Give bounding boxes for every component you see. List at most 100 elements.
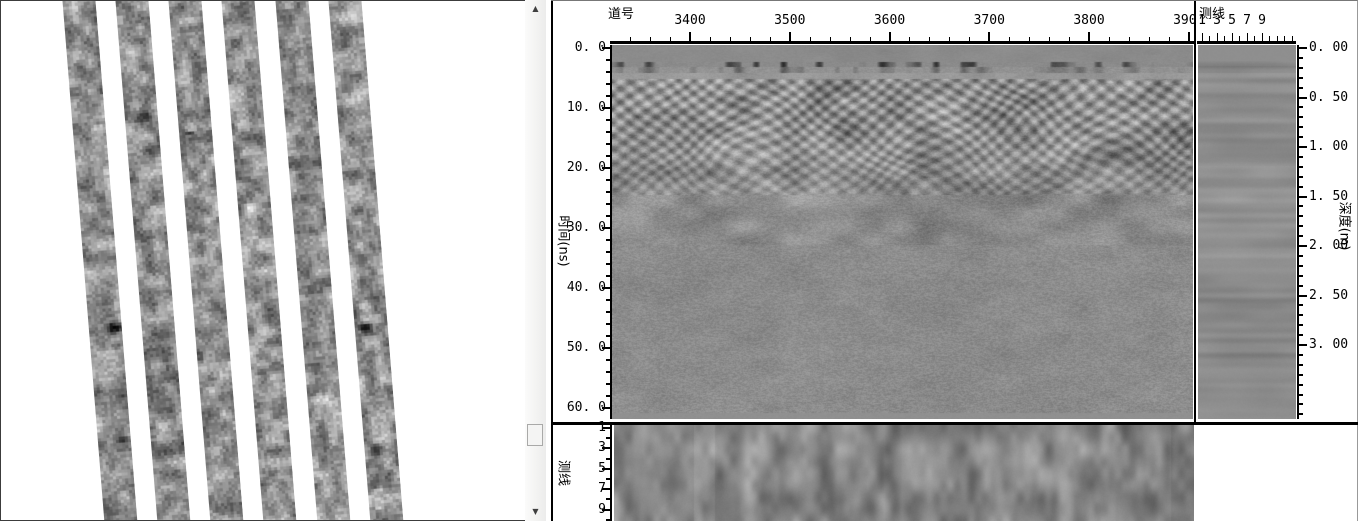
trace-minor-tick: [729, 37, 731, 41]
line-bottom-major-tick: [602, 508, 610, 511]
depth-tick-label: 3. 00: [1309, 337, 1349, 352]
trace-major-tick: [1187, 32, 1190, 41]
trace-tick-label: 3400: [674, 13, 706, 28]
trace-minor-tick: [1168, 37, 1170, 41]
line-bottom-major-tick: [602, 467, 610, 470]
trace-minor-tick: [769, 37, 771, 41]
depth-minor-tick: [1299, 155, 1303, 158]
line-bottom-tick-label: 3: [555, 441, 606, 455]
depth-minor-tick: [1299, 215, 1303, 218]
trace-minor-tick: [809, 37, 811, 41]
line-bottom-minor-tick: [606, 518, 610, 521]
depth-minor-tick: [1299, 264, 1303, 267]
trace-minor-tick: [1108, 37, 1110, 41]
trace-minor-tick: [929, 37, 931, 41]
depth-minor-tick: [1299, 56, 1303, 59]
time-tick-label: 10. 0: [566, 100, 606, 115]
depth-major-tick: [1299, 344, 1307, 346]
line-bottom-major-tick: [602, 427, 610, 429]
depth-minor-tick: [1299, 353, 1303, 356]
line-top-minor-tick: [1284, 36, 1285, 41]
time-minor-tick: [606, 239, 610, 241]
time-major-tick: [602, 107, 610, 109]
time-major-tick: [602, 347, 610, 349]
line-bottom-minor-tick: [606, 498, 610, 501]
section-view-panel: 道号 测线 时间(ns) 深度(m) 测线 3400 3500 3600 3700 38…: [551, 0, 1358, 521]
depth-minor-tick: [1299, 314, 1303, 317]
depth-minor-tick: [1299, 284, 1303, 287]
time-tick-label: 60. 0: [566, 400, 606, 415]
3d-survey-view[interactable]: [0, 0, 525, 521]
time-minor-tick: [606, 383, 610, 385]
panel-divider-vertical: [1194, 1, 1196, 422]
trace-major-tick: [988, 32, 991, 41]
trace-minor-tick: [650, 37, 652, 41]
scroll-up-icon[interactable]: ▲: [532, 4, 539, 13]
time-minor-tick: [606, 299, 610, 301]
line-bottom-tick-label: 7: [555, 482, 606, 496]
line-top-major-tick: [1231, 33, 1233, 41]
time-minor-tick: [606, 323, 610, 325]
time-minor-tick: [606, 119, 610, 121]
depth-major-tick: [1299, 294, 1307, 297]
line-top-major-tick: [1201, 33, 1203, 41]
line-bottom-tick-label: 5: [555, 461, 606, 476]
line-top-minor-tick: [1269, 36, 1270, 41]
trace-minor-tick: [670, 37, 672, 41]
scroll-down-icon[interactable]: ▼: [532, 507, 539, 516]
depth-major-tick: [1299, 195, 1307, 198]
time-major-tick: [602, 47, 610, 49]
trace-minor-tick: [829, 37, 831, 41]
depth-tick-label: 1. 00: [1309, 139, 1349, 154]
trace-minor-tick: [869, 37, 871, 41]
depth-tick-label: 2. 00: [1309, 238, 1349, 253]
time-minor-tick: [606, 371, 610, 373]
depth-major-tick: [1299, 146, 1307, 148]
vertical-scrollbar[interactable]: ▲ ▼: [525, 0, 546, 521]
time-minor-tick: [606, 95, 610, 97]
time-minor-tick: [606, 191, 610, 193]
time-minor-tick: [606, 131, 610, 133]
depth-minor-tick: [1299, 413, 1303, 416]
line-bottom-tick-label: 1: [555, 421, 606, 435]
line-axis-top-line: [1197, 41, 1296, 44]
time-major-tick: [602, 407, 610, 409]
time-minor-tick: [606, 71, 610, 73]
depth-axis-line: [1297, 45, 1299, 419]
time-tick-label: 0. 0: [574, 40, 606, 55]
depth-minor-tick: [1299, 373, 1303, 376]
time-minor-tick: [606, 179, 610, 181]
depth-tick-label: 0. 50: [1309, 89, 1349, 105]
depth-minor-tick: [1299, 165, 1303, 168]
depth-minor-tick: [1299, 106, 1303, 109]
line-axis-bottom-line: [610, 425, 612, 521]
line-bottom-minor-tick: [606, 457, 610, 460]
depth-slice-image[interactable]: [614, 425, 1194, 521]
time-tick-label: 30. 0: [566, 220, 606, 235]
scrollbar-thumb[interactable]: [527, 424, 543, 446]
time-minor-tick: [606, 215, 610, 217]
time-minor-tick: [606, 263, 610, 265]
trace-axis-line: [610, 41, 1194, 44]
trace-minor-tick: [1128, 37, 1130, 41]
time-minor-tick: [606, 311, 610, 313]
crossline-section-image[interactable]: [1198, 45, 1296, 419]
trace-major-tick: [689, 32, 691, 41]
trace-major-tick: [788, 32, 791, 41]
line-top-major-tick: [1261, 33, 1263, 41]
line-top-minor-tick: [1276, 36, 1278, 41]
time-minor-tick: [606, 275, 610, 277]
trace-major-tick: [888, 32, 891, 41]
depth-minor-tick: [1299, 334, 1303, 337]
radargram-section-image[interactable]: [612, 45, 1193, 419]
depth-minor-tick: [1299, 363, 1303, 366]
line-top-minor-tick: [1224, 36, 1225, 41]
trace-minor-tick: [909, 37, 911, 41]
depth-minor-tick: [1299, 304, 1303, 307]
trace-minor-tick: [1148, 37, 1150, 41]
line-bottom-minor-tick: [606, 437, 610, 440]
depth-minor-tick: [1299, 324, 1303, 327]
depth-minor-tick: [1299, 116, 1303, 119]
trace-minor-tick: [849, 37, 851, 41]
